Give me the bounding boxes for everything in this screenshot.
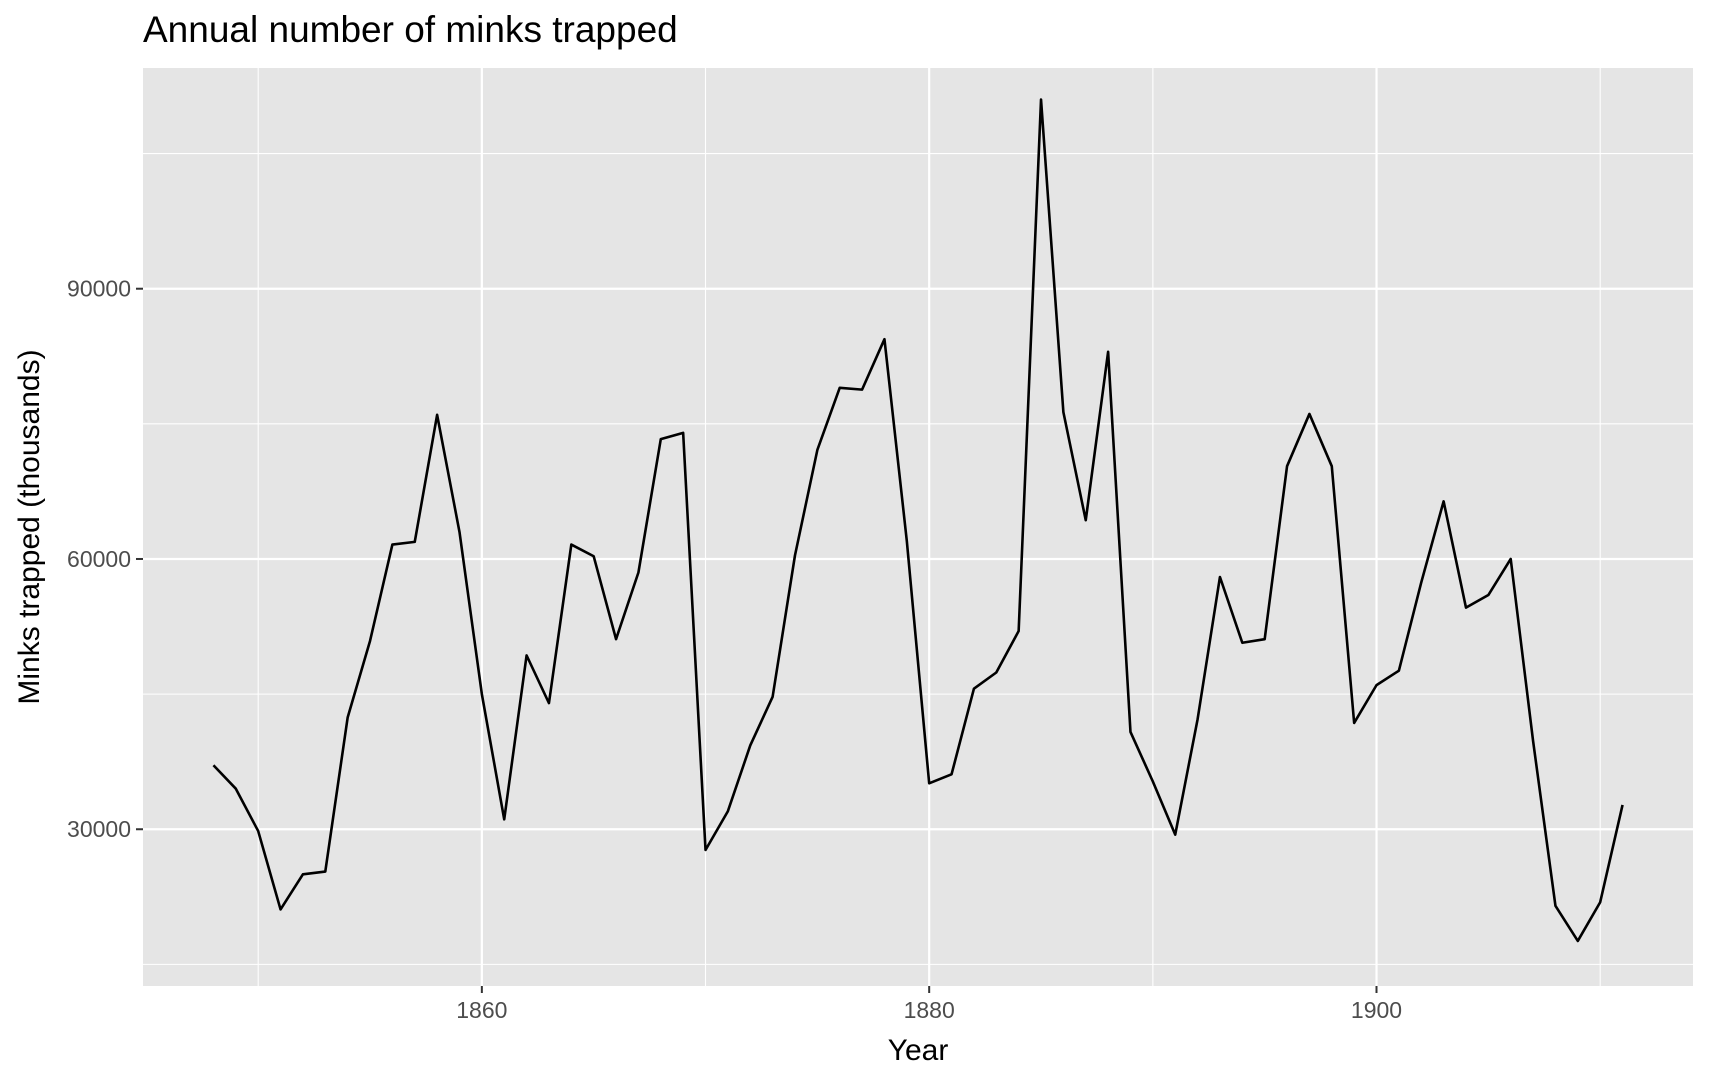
y-axis-ticks: 30000 60000 90000 (67, 276, 143, 842)
x-tick-label: 1880 (904, 997, 955, 1023)
y-axis-title: Minks trapped (thousands) (13, 349, 46, 704)
y-tick-label: 60000 (67, 546, 131, 572)
x-axis-ticks: 1860 1880 1900 (456, 986, 1402, 1023)
y-tick-label: 30000 (67, 816, 131, 842)
y-tick-label: 90000 (67, 276, 131, 302)
x-tick-label: 1860 (456, 997, 507, 1023)
major-gridlines (143, 68, 1693, 986)
x-tick-label: 1900 (1351, 997, 1402, 1023)
minor-gridlines (143, 68, 1693, 986)
series-line (212, 98, 1624, 943)
chart-title: Annual number of minks trapped (143, 9, 678, 50)
plot-panel (143, 68, 1693, 986)
x-axis-title: Year (888, 1034, 949, 1067)
